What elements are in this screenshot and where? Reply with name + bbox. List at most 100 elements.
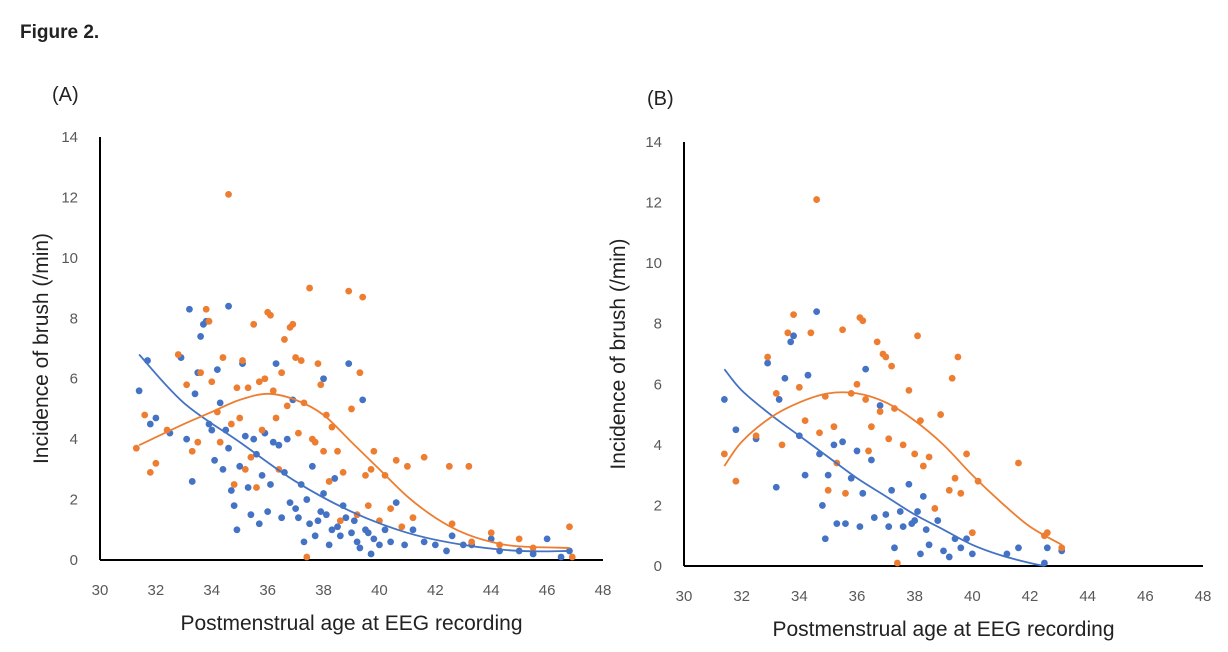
data-point — [255, 520, 263, 528]
data-point — [876, 402, 884, 409]
data-point — [300, 538, 308, 546]
data-point — [945, 553, 953, 561]
data-point — [247, 511, 255, 519]
data-point — [787, 338, 795, 346]
data-point — [922, 526, 930, 534]
data-point — [286, 499, 294, 506]
data-point — [830, 441, 838, 449]
data-point — [188, 478, 196, 485]
data-point — [772, 483, 780, 491]
data-point — [914, 332, 921, 340]
data-point — [247, 453, 255, 461]
data-point — [244, 484, 252, 491]
data-point — [325, 541, 333, 549]
data-point — [1043, 544, 1051, 552]
data-point — [227, 420, 235, 428]
data-point — [948, 374, 956, 382]
data-point — [566, 523, 573, 531]
data-point — [320, 490, 327, 497]
panel-a-trendline-orange — [138, 392, 570, 549]
data-point — [914, 508, 921, 515]
data-point — [431, 541, 439, 549]
data-point — [392, 456, 400, 464]
data-point — [230, 502, 238, 510]
data-point — [328, 423, 336, 431]
panel-a-x-axis-title: Postmenstrual age at EEG recording — [180, 612, 522, 635]
panel-a-x-tick-label: 30 — [92, 582, 109, 599]
data-point — [258, 426, 266, 434]
data-point — [833, 520, 841, 527]
data-point — [311, 438, 319, 446]
data-point — [732, 426, 740, 434]
data-point — [306, 284, 313, 292]
panel-a-y-tick-label: 4 — [70, 431, 78, 448]
panel-b-series-blue — [720, 308, 1066, 567]
data-point — [376, 541, 383, 549]
data-point — [937, 411, 945, 418]
panel-b-x-tick-label: 42 — [1022, 588, 1039, 605]
data-point — [919, 492, 927, 500]
data-point — [325, 478, 333, 485]
data-point — [328, 526, 336, 534]
data-point — [934, 517, 942, 524]
panel-b-y-tick-label: 4 — [654, 437, 662, 454]
panel-a-x-tick-label: 46 — [539, 582, 556, 599]
data-point — [925, 541, 933, 549]
data-point — [919, 462, 927, 470]
data-point — [146, 420, 154, 428]
data-point — [847, 474, 855, 482]
panel-b-x-tick-label: 44 — [1079, 588, 1096, 605]
data-point — [283, 435, 291, 443]
data-point — [283, 402, 291, 410]
data-point — [720, 396, 728, 403]
data-point — [905, 386, 913, 394]
data-point — [816, 429, 823, 437]
data-point — [306, 520, 313, 528]
data-point — [813, 308, 821, 315]
data-point — [308, 462, 316, 470]
panel-a-y-tick-label: 8 — [70, 310, 78, 327]
data-point — [314, 517, 322, 525]
data-point — [917, 417, 924, 425]
data-point — [314, 360, 322, 368]
data-point — [931, 505, 939, 512]
data-point — [194, 438, 202, 446]
data-point — [764, 353, 772, 361]
data-point — [882, 511, 890, 518]
data-point — [784, 329, 792, 337]
data-point — [356, 369, 364, 377]
data-point — [303, 553, 311, 561]
data-point — [401, 541, 408, 549]
data-point — [219, 465, 227, 473]
panel-b-y-tick-label: 10 — [645, 255, 662, 272]
data-point — [359, 293, 367, 301]
data-point — [261, 375, 269, 383]
data-point — [487, 529, 495, 537]
panel-b-x-tick-label: 40 — [964, 588, 981, 605]
data-point — [342, 514, 350, 522]
data-point — [778, 441, 786, 449]
data-point — [244, 384, 252, 392]
data-point — [367, 550, 375, 558]
panel-a-y-axis-title: Incidence of brush (/min) — [30, 233, 53, 464]
data-point — [208, 378, 216, 386]
panel-a-x-tick-label: 38 — [315, 582, 332, 599]
data-point — [1015, 544, 1022, 552]
figure-title: Figure 2. — [20, 22, 100, 43]
data-point — [183, 381, 191, 389]
data-point — [824, 471, 832, 479]
data-point — [963, 450, 970, 458]
data-point — [359, 396, 367, 404]
panel-a-x-tick-label: 32 — [148, 582, 165, 599]
panel-b-x-tick-label: 36 — [849, 588, 866, 605]
panel-a-y-tick-label: 2 — [70, 492, 78, 509]
data-point — [370, 535, 378, 543]
data-point — [839, 326, 846, 334]
data-point — [945, 486, 953, 494]
data-point — [336, 532, 344, 540]
data-point — [443, 547, 450, 555]
data-point — [899, 523, 907, 531]
data-point — [870, 514, 878, 521]
data-point — [772, 389, 780, 397]
data-point — [882, 353, 890, 361]
